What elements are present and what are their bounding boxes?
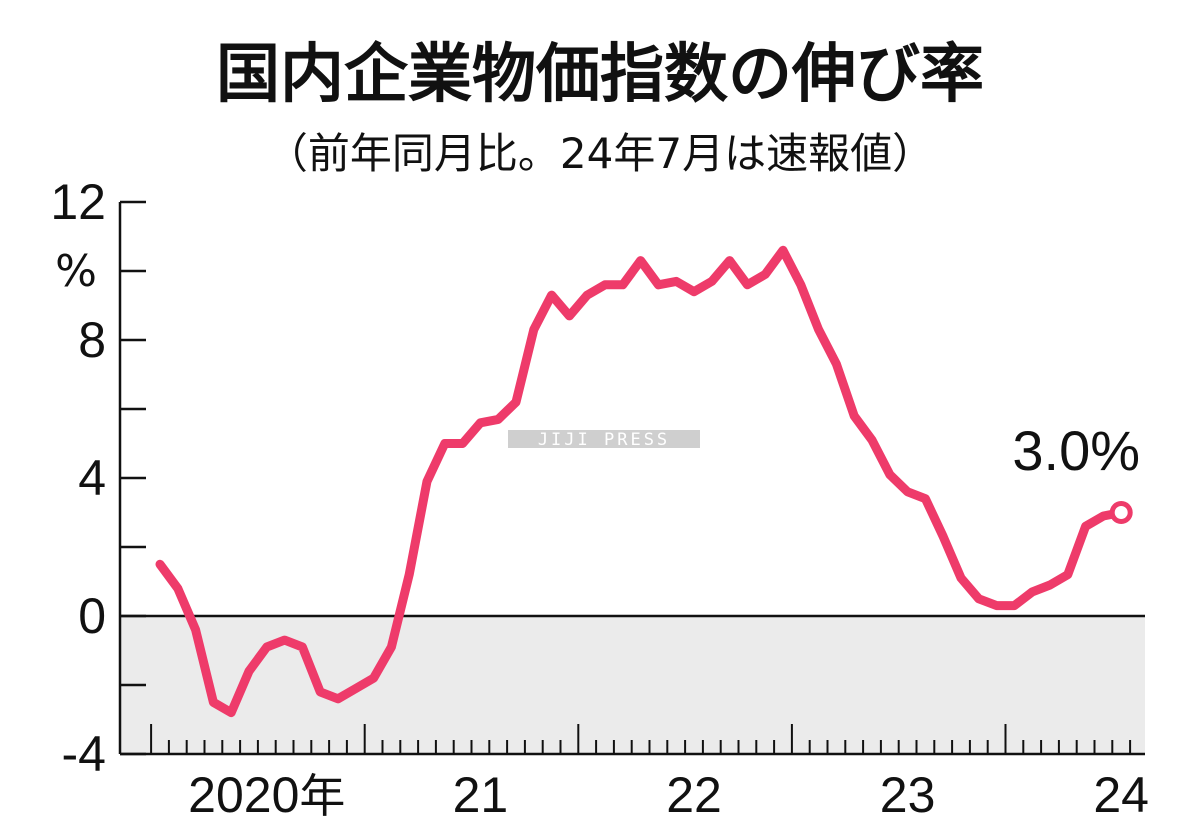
x-tick-value: 23 — [880, 767, 936, 823]
y-tick-label: 4 — [78, 450, 106, 506]
x-tick-label: 21 — [453, 767, 509, 823]
series-line — [155, 245, 1126, 718]
watermark-text: JIJI PRESS — [538, 430, 670, 450]
y-axis-ticks: -4 0 4 8 12 — [50, 174, 146, 782]
watermark: JIJI PRESS — [508, 430, 700, 450]
end-value-label: 3.0% — [1012, 419, 1140, 482]
y-tick-label: 0 — [78, 588, 106, 644]
x-tick-label: 24 — [1093, 767, 1149, 823]
annotation-group: 3.0% — [1012, 419, 1140, 524]
x-tick-suffix: 年 — [299, 769, 345, 823]
chart-subtitle: （前年同月比。24年7月は速報値） — [266, 129, 934, 178]
end-point-marker — [1109, 501, 1133, 524]
y-tick-label: -4 — [62, 726, 106, 782]
negative-region — [120, 616, 1145, 754]
watermark-band — [508, 430, 700, 448]
y-tick-label: 12 — [50, 174, 106, 230]
series-group — [155, 245, 1126, 718]
y-axis-unit: % — [55, 246, 97, 297]
x-tick-label: 22 — [666, 767, 722, 823]
x-tick-value: 22 — [666, 767, 722, 823]
x-tick-value: 24 — [1093, 767, 1149, 823]
chart-title: 国内企業物価指数の伸び率 — [216, 38, 984, 112]
x-tick-label: 2020年 — [188, 767, 345, 823]
x-tick-value: 2020 — [188, 767, 299, 823]
y-tick-label: 8 — [78, 312, 106, 368]
x-axis-ticks: 2020年 21 22 23 24 — [150, 724, 1149, 823]
x-tick-label: 23 — [880, 767, 936, 823]
x-tick-value: 21 — [453, 767, 509, 823]
